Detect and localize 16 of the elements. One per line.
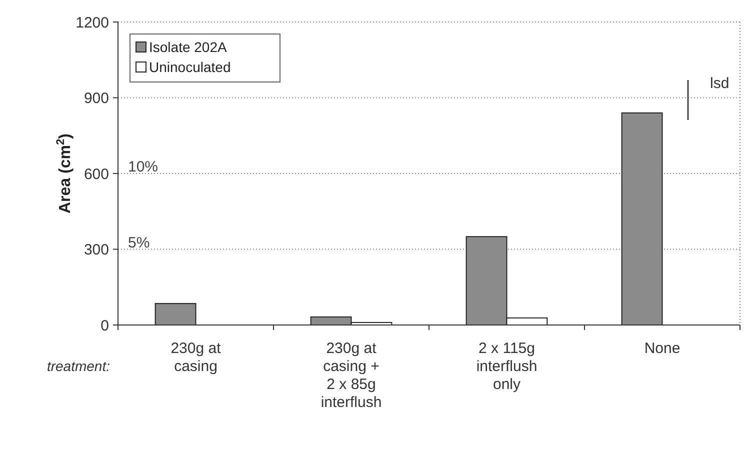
legend-label: Uninoculated <box>149 58 231 75</box>
x-tick-label: 230g at casing <box>170 340 222 375</box>
annotation: 10% <box>128 158 158 176</box>
bar <box>154 303 196 326</box>
x-tick-label: None <box>644 340 680 357</box>
y-tick-label: 300 <box>84 242 109 258</box>
annotation: lsd <box>710 75 730 92</box>
annotation: 5% <box>128 234 150 252</box>
text: treatment: <box>46 358 110 374</box>
y-tick-label: 0 <box>100 317 109 334</box>
y-tick-label: 1200 <box>76 14 109 32</box>
x-tick-label: 230g at casing + 2 x 85g interflush <box>320 340 382 411</box>
x-tick-label: 2 x 115g interflush only <box>476 340 538 393</box>
legend-label: Isolate 202A <box>149 38 228 55</box>
y-tick-label: 900 <box>84 90 109 107</box>
y-tick-label: 600 <box>84 166 109 183</box>
